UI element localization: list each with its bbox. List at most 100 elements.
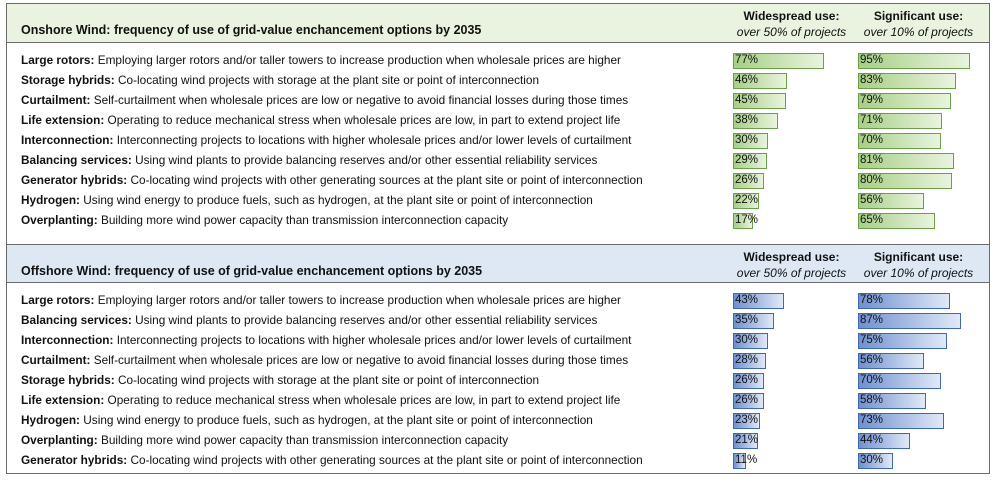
offshore-significant-cell: 70% bbox=[858, 373, 976, 389]
onshore-row: Large rotors: Employing larger rotors an… bbox=[7, 51, 989, 71]
onshore-row: Life extension: Operating to reduce mech… bbox=[7, 111, 989, 131]
offshore-significant-bar bbox=[858, 313, 961, 329]
offshore-option-name: Life extension: bbox=[21, 393, 105, 407]
onshore-significant-cell: 71% bbox=[858, 113, 976, 129]
onshore-option-name: Life extension: bbox=[21, 113, 105, 127]
offshore-widespread-bar bbox=[733, 413, 760, 429]
offshore-widespread-bar bbox=[733, 293, 784, 309]
onshore-significant-heading: Significant use: over 10% of projects bbox=[856, 8, 981, 40]
offshore-widespread-bar bbox=[733, 353, 766, 369]
onshore-significant-bar bbox=[858, 113, 942, 129]
offshore-row-label: Curtailment: Self-curtailment when whole… bbox=[21, 353, 628, 367]
onshore-option-name: Large rotors: bbox=[21, 53, 95, 67]
onshore-option-description: Operating to reduce mechanical stress wh… bbox=[104, 113, 621, 127]
onshore-row: Curtailment: Self-curtailment when whole… bbox=[7, 91, 989, 111]
onshore-widespread-cell: 29% bbox=[733, 153, 851, 169]
offshore-widespread-value: 21% bbox=[735, 434, 759, 446]
offshore-row: Overplanting: Building more wind power c… bbox=[7, 431, 989, 451]
onshore-widespread-bar bbox=[733, 53, 824, 69]
onshore-row-label: Overplanting: Building more wind power c… bbox=[21, 213, 508, 227]
onshore-widespread-cell: 22% bbox=[733, 193, 851, 209]
onshore-significant-bar bbox=[858, 173, 952, 189]
offshore-row-label: Interconnection: Interconnecting project… bbox=[21, 333, 631, 347]
onshore-significant-cell: 65% bbox=[858, 213, 976, 229]
offshore-significant-cell: 87% bbox=[858, 313, 976, 329]
onshore-significant-value: 80% bbox=[860, 174, 884, 186]
offshore-row-label: Overplanting: Building more wind power c… bbox=[21, 433, 508, 447]
onshore-row-label: Life extension: Operating to reduce mech… bbox=[21, 113, 620, 127]
onshore-significant-value: 79% bbox=[860, 94, 884, 106]
onshore-widespread-value: 30% bbox=[735, 134, 759, 146]
offshore-significant-bar bbox=[858, 413, 944, 429]
offshore-widespread-value: 28% bbox=[735, 354, 759, 366]
onshore-significant-cell: 56% bbox=[858, 193, 976, 209]
onshore-widespread-cell: 26% bbox=[733, 173, 851, 189]
onshore-significant-cell: 95% bbox=[858, 53, 976, 69]
onshore-widespread-cell: 30% bbox=[733, 133, 851, 149]
onshore-option-description: Interconnecting projects to locations wi… bbox=[113, 133, 632, 147]
onshore-row-label: Large rotors: Employing larger rotors an… bbox=[21, 53, 621, 67]
offshore-widespread-cell: 28% bbox=[733, 353, 851, 369]
onshore-widespread-cell: 45% bbox=[733, 93, 851, 109]
offshore-option-description: Employing larger rotors and/or taller to… bbox=[94, 293, 621, 307]
offshore-significant-heading: Significant use: over 10% of projects bbox=[856, 249, 981, 281]
offshore-widespread-value: 30% bbox=[735, 334, 759, 346]
offshore-significant-bar bbox=[858, 433, 910, 449]
offshore-significant-value: 70% bbox=[860, 374, 884, 386]
offshore-significant-value: 78% bbox=[860, 294, 884, 306]
offshore-option-description: Operating to reduce mechanical stress wh… bbox=[104, 393, 621, 407]
onshore-significant-value: 56% bbox=[860, 194, 884, 206]
onshore-option-name: Generator hybrids: bbox=[21, 173, 128, 187]
offshore-option-name: Generator hybrids: bbox=[21, 453, 128, 467]
offshore-widespread-cell: 43% bbox=[733, 293, 851, 309]
offshore-widespread-value: 43% bbox=[735, 294, 759, 306]
onshore-significant-cell: 80% bbox=[858, 173, 976, 189]
onshore-option-name: Interconnection: bbox=[21, 133, 114, 147]
offshore-significant-value: 75% bbox=[860, 334, 884, 346]
onshore-option-description: Using wind energy to produce fuels, such… bbox=[80, 193, 593, 207]
onshore-significant-bar bbox=[858, 133, 941, 149]
offshore-option-description: Self-curtailment when wholesale prices a… bbox=[90, 353, 629, 367]
offshore-title: Offshore Wind: frequency of use of grid-… bbox=[21, 264, 483, 278]
offshore-widespread-bar bbox=[733, 393, 764, 409]
offshore-widespread-value: 11% bbox=[735, 454, 758, 466]
onshore-significant-cell: 70% bbox=[858, 133, 976, 149]
offshore-significant-bar bbox=[858, 353, 924, 369]
onshore-option-description: Self-curtailment when wholesale prices a… bbox=[90, 93, 629, 107]
onshore-widespread-value: 38% bbox=[735, 114, 759, 126]
offshore-significant-cell: 56% bbox=[858, 353, 976, 369]
onshore-significant-value: 81% bbox=[860, 154, 884, 166]
offshore-significant-cell: 44% bbox=[858, 433, 976, 449]
onshore-option-description: Co-locating wind projects with other gen… bbox=[127, 173, 643, 187]
onshore-option-description: Co-locating wind projects with storage a… bbox=[114, 73, 540, 87]
onshore-significant-value: 65% bbox=[860, 214, 884, 226]
onshore-widespread-cell: 77% bbox=[733, 53, 851, 69]
offshore-widespread-bar bbox=[733, 333, 768, 349]
offshore-option-name: Overplanting: bbox=[21, 433, 98, 447]
offshore-widespread-cell: 30% bbox=[733, 333, 851, 349]
offshore-significant-bar bbox=[858, 373, 941, 389]
offshore-significant-bar bbox=[858, 393, 926, 409]
onshore-widespread-value: 29% bbox=[735, 154, 759, 166]
onshore-row: Balancing services: Using wind plants to… bbox=[7, 151, 989, 171]
offshore-widespread-cell: 35% bbox=[733, 313, 851, 329]
onshore-significant-cell: 83% bbox=[858, 73, 976, 89]
offshore-option-description: Co-locating wind projects with storage a… bbox=[114, 373, 540, 387]
onshore-significant-value: 83% bbox=[860, 74, 884, 86]
offshore-widespread-label: Widespread use: bbox=[743, 250, 840, 264]
onshore-row-label: Hydrogen: Using wind energy to produce f… bbox=[21, 193, 593, 207]
onshore-widespread-value: 77% bbox=[735, 54, 759, 66]
onshore-widespread-value: 46% bbox=[735, 74, 759, 86]
onshore-significant-cell: 79% bbox=[858, 93, 976, 109]
offshore-option-description: Interconnecting projects to locations wi… bbox=[113, 333, 632, 347]
chart-frame: Onshore Wind: frequency of use of grid-v… bbox=[6, 3, 990, 474]
onshore-option-name: Overplanting: bbox=[21, 213, 98, 227]
offshore-option-description: Co-locating wind projects with other gen… bbox=[127, 453, 643, 467]
onshore-widespread-cell: 46% bbox=[733, 73, 851, 89]
offshore-widespread-cell: 11% bbox=[733, 453, 851, 469]
onshore-widespread-bar bbox=[733, 133, 768, 149]
offshore-row-label: Hydrogen: Using wind energy to produce f… bbox=[21, 413, 593, 427]
offshore-widespread-cell: 21% bbox=[733, 433, 851, 449]
onshore-option-name: Balancing services: bbox=[21, 153, 132, 167]
offshore-row: Generator hybrids: Co-locating wind proj… bbox=[7, 451, 989, 471]
